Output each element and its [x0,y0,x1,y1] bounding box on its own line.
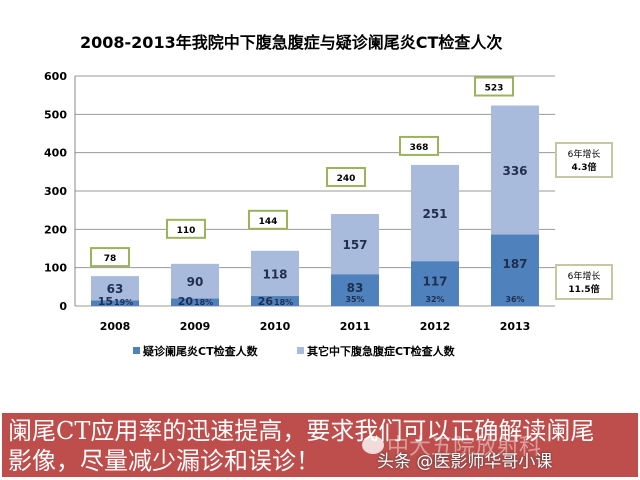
percent-label: 32% [425,295,444,304]
data-label-appendicitis: 26 [258,295,274,308]
y-tick-label: 0 [59,300,67,313]
data-label-other: 336 [502,164,527,178]
bar-appendicitis-ct [251,296,299,306]
total-box [166,218,206,239]
total-label: 110 [177,226,196,236]
total-box [326,167,366,187]
data-label-appendicitis: 20 [178,295,194,308]
watermark-text: 中大五院放射科 [387,435,542,460]
bar-other-ct [331,214,379,275]
source-watermark: 头条 @医影师华哥小课 [377,452,553,472]
y-tick-label: 200 [44,223,67,236]
percent-label: 36% [505,295,524,304]
data-label-other: 251 [422,207,447,221]
growth-annotation-line2: 4.3倍 [572,161,597,173]
x-tick-label: 2013 [500,320,531,333]
total-label: 78 [104,254,117,264]
bar-other-ct [411,164,459,262]
data-label-other: 90 [187,275,204,289]
growth-annotation-line1: 6年增长 [568,270,601,282]
bar-other-ct [91,276,139,301]
total-label: 240 [337,174,356,184]
bar-appendicitis-ct [91,300,139,306]
y-tick-label: 600 [44,70,67,83]
growth-annotation-box [555,264,613,300]
chart: 2008-2013年我院中下腹急腹症与疑诊阑尾炎CT检查人次 0 100 200 30… [44,33,613,358]
total-box [399,135,439,156]
total-label: 368 [410,143,429,153]
x-tick-label: 2012 [420,320,451,333]
bar-appendicitis-ct [331,274,379,306]
percent-label: 18% [274,298,293,307]
x-tick-label: 2008 [100,320,131,333]
data-label-appendicitis: 83 [347,281,364,295]
legend-swatch-appendicitis [133,347,140,354]
banner-text: 阑尾CT应用率的迅速提高，要求我们可以正确解读阑尾影像，尽量减少漏诊和误诊！ [8,417,595,475]
bar-appendicitis-ct [171,298,219,306]
data-label-other: 63 [107,282,124,296]
bar-other-ct [171,263,219,299]
bar-other-ct [251,250,299,297]
total-box [248,209,288,230]
y-tick-label: 500 [44,108,67,121]
growth-annotation-box [555,142,613,178]
data-label-appendicitis: 15 [98,295,113,308]
wechat-icon [362,436,384,454]
growth-annotation-line2: 11.5倍 [568,283,599,295]
growth-annotation-line1: 6年增长 [568,148,601,160]
bar-appendicitis-ct [491,234,539,306]
total-box [474,76,514,97]
bar-appendicitis-ct [411,261,459,306]
percent-label: 19% [114,298,133,307]
data-label-appendicitis: 187 [502,257,527,271]
total-box [90,247,130,268]
total-label: 523 [485,84,504,94]
bar-other-ct [491,105,539,235]
message-banner: 阑尾CT应用率的迅速提高，要求我们可以正确解读阑尾影像，尽量减少漏诊和误诊！ 中… [2,413,638,477]
legend-label-appendicitis: 疑诊阑尾炎CT检查人数 [143,344,259,358]
legend-label-other: 其它中下腹急腹症CT检查人数 [307,344,456,358]
x-tick-label: 2009 [180,320,211,333]
data-label-other: 157 [342,238,367,252]
x-tick-label: 2011 [340,320,371,333]
y-tick-label: 300 [44,185,67,198]
total-label: 144 [259,217,278,227]
y-tick-label: 100 [44,262,67,275]
data-label-appendicitis: 117 [422,275,447,289]
y-tick-label: 400 [44,147,67,160]
percent-label: 18% [194,298,213,307]
legend-swatch-other [297,347,304,354]
chart-title: 2008-2013年我院中下腹急腹症与疑诊阑尾炎CT检查人次 [80,33,502,52]
percent-label: 35% [345,295,364,304]
data-label-other: 118 [262,267,287,281]
x-tick-label: 2010 [260,320,291,333]
